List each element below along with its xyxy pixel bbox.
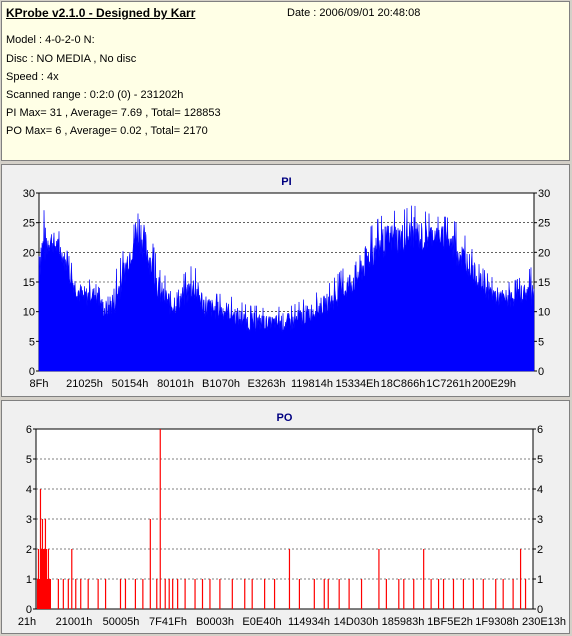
y-tick-label-right: 30: [538, 188, 550, 200]
x-tick-label: E0E40h: [242, 616, 281, 628]
x-tick-label: 21025h: [66, 378, 103, 390]
y-tick-label-right: 6: [537, 424, 543, 436]
x-tick-label: 1BF5E2h: [427, 616, 473, 628]
x-tick-label: 200E29h: [472, 378, 516, 390]
y-tick-label-left: 30: [23, 188, 35, 200]
x-tick-label: 14D030h: [334, 616, 379, 628]
po-chart-panel: PO 0 0 1 1 2 2 3 3 4 4 5 5 6 6 21h 21001h 50005h 7F41Fh B00…: [1, 400, 570, 634]
x-tick-label: 50154h: [112, 378, 149, 390]
disc-line: Disc : NO MEDIA , No disc: [6, 53, 137, 65]
y-tick-label-left: 6: [26, 424, 32, 436]
x-tick-label: 230E13h: [522, 616, 566, 628]
x-tick-label: 80101h: [157, 378, 194, 390]
y-tick-label-right: 0: [538, 366, 544, 378]
chart-title: PI: [281, 176, 291, 188]
y-tick-label-left: 25: [23, 218, 35, 230]
y-tick-label-left: 15: [23, 277, 35, 289]
x-tick-label: 119814h: [291, 378, 333, 390]
x-tick-label: 21001h: [56, 616, 93, 628]
y-tick-label-left: 3: [26, 514, 32, 526]
speed-line: Speed : 4x: [6, 71, 59, 83]
y-tick-label-left: 1: [26, 574, 32, 586]
x-tick-label: 185983h: [382, 616, 425, 628]
x-tick-label: 50005h: [103, 616, 140, 628]
x-tick-label: 7F41Fh: [149, 616, 187, 628]
y-tick-label-left: 20: [23, 247, 35, 259]
y-tick-label-right: 3: [537, 514, 543, 526]
x-tick-label: 8Fh: [30, 378, 49, 390]
x-tick-label: 1C7261h: [426, 378, 471, 390]
x-tick-label: 15334Eh: [335, 378, 379, 390]
y-tick-label-right: 1: [537, 574, 543, 586]
y-tick-label-right: 0: [537, 604, 543, 616]
x-tick-label: 114934h: [288, 616, 330, 628]
scan-info-panel: KProbe v2.1.0 - Designed by Karr Date : …: [1, 1, 570, 161]
y-tick-label-left: 2: [26, 544, 32, 556]
scanned-range-line: Scanned range : 0:2:0 (0) - 231202h: [6, 89, 184, 101]
y-tick-label-left: 4: [26, 484, 32, 496]
y-tick-label-right: 15: [538, 277, 550, 289]
x-tick-label: 21h: [18, 616, 36, 628]
y-tick-label-left: 5: [29, 336, 35, 348]
y-tick-label-right: 2: [537, 544, 543, 556]
po-chart: PO 0 0 1 1 2 2 3 3 4 4 5 5 6 6 21h 21001h 50005h 7F41Fh B00…: [18, 412, 566, 628]
x-tick-label: B1070h: [202, 378, 240, 390]
po-summary-line: PO Max= 6 , Average= 0.02 , Total= 2170: [6, 125, 208, 137]
model-line: Model : 4-0-2-0 N:: [6, 34, 95, 46]
scan-date: Date : 2006/09/01 20:48:08: [287, 7, 421, 19]
x-tick-label: 18C866h: [381, 378, 426, 390]
app-title: KProbe v2.1.0 - Designed by Karr: [6, 6, 196, 20]
y-tick-label-right: 5: [538, 336, 544, 348]
y-tick-label-right: 25: [538, 218, 550, 230]
x-tick-label: E3263h: [248, 378, 286, 390]
y-tick-label-right: 10: [538, 307, 550, 319]
y-tick-label-right: 4: [537, 484, 543, 496]
x-tick-label: 1F9308h: [475, 616, 518, 628]
y-tick-label-left: 10: [23, 307, 35, 319]
pi-summary-line: PI Max= 31 , Average= 7.69 , Total= 1288…: [6, 107, 221, 119]
y-tick-label-left: 5: [26, 454, 32, 466]
pi-chart-panel: PI 0 0 5 5 10 10 15 15 20 20 25 25 30 30 8Fh 21025h 50154…: [1, 164, 570, 397]
chart-title: PO: [277, 412, 293, 424]
y-tick-label-right: 20: [538, 247, 550, 259]
x-tick-label: B0003h: [196, 616, 234, 628]
pi-chart: PI 0 0 5 5 10 10 15 15 20 20 25 25 30 30 8Fh 21025h 50154…: [23, 176, 551, 390]
y-tick-label-left: 0: [29, 366, 35, 378]
y-tick-label-left: 0: [26, 604, 32, 616]
pi-area-series: [38, 205, 535, 372]
y-tick-label-right: 5: [537, 454, 543, 466]
